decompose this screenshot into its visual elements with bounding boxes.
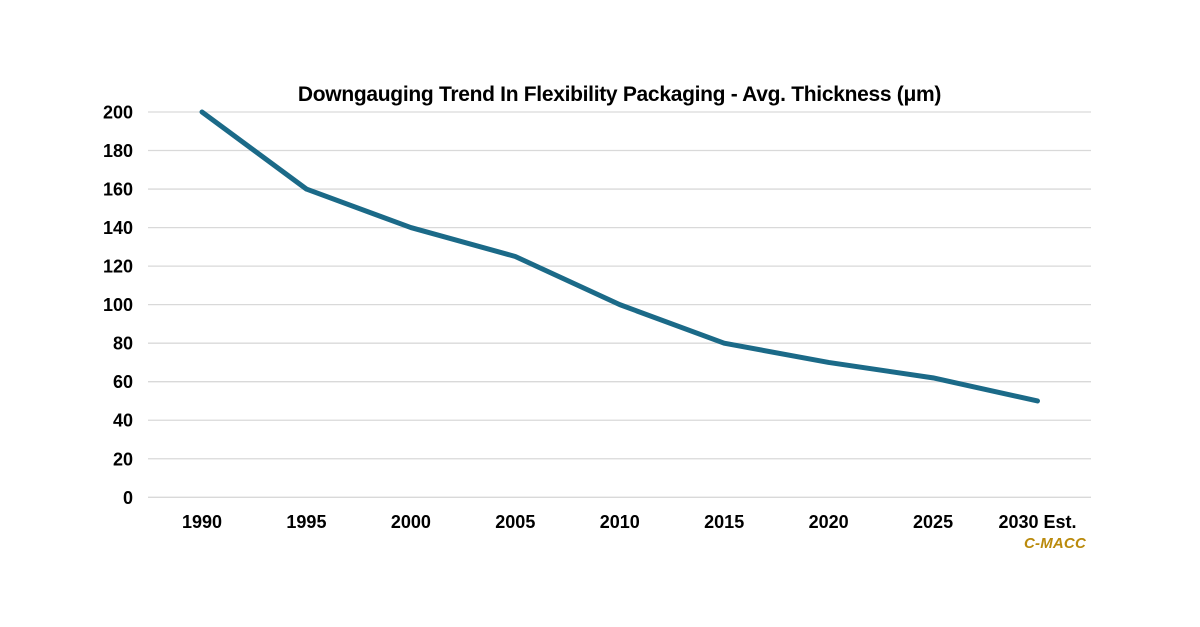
y-axis-tick-label: 40 xyxy=(113,411,133,431)
y-axis-tick-label: 0 xyxy=(123,488,133,508)
y-axis-tick-label: 100 xyxy=(103,295,133,315)
x-axis-tick-label: 1990 xyxy=(182,512,222,532)
thickness-trend-line xyxy=(199,109,1040,404)
x-axis-tick-label: 2005 xyxy=(495,512,535,532)
y-axis-tick-label: 20 xyxy=(113,449,133,469)
y-axis-tick-label: 60 xyxy=(113,372,133,392)
x-axis-tick-label: 2015 xyxy=(704,512,744,532)
x-axis-tick-label: 2000 xyxy=(391,512,431,532)
x-axis-tick-label: 2020 xyxy=(809,512,849,532)
y-axis-tick-label: 80 xyxy=(113,334,133,354)
y-axis-tick-label: 120 xyxy=(103,257,133,277)
x-axis-tick-label: 2010 xyxy=(600,512,640,532)
x-axis-tick-label: 2025 xyxy=(913,512,953,532)
y-axis-tick-label: 200 xyxy=(103,103,133,123)
y-axis-tick-label: 180 xyxy=(103,141,133,161)
cmacc-watermark: C-MACC xyxy=(1023,535,1086,552)
y-axis-tick-label: 140 xyxy=(103,218,133,238)
y-axis-tick-label: 160 xyxy=(103,180,133,200)
x-axis-tick-label: 2030 Est. xyxy=(998,512,1076,532)
x-axis-tick-label: 1995 xyxy=(286,512,326,532)
chart-title: Downgauging Trend In Flexibility Packagi… xyxy=(297,83,942,106)
